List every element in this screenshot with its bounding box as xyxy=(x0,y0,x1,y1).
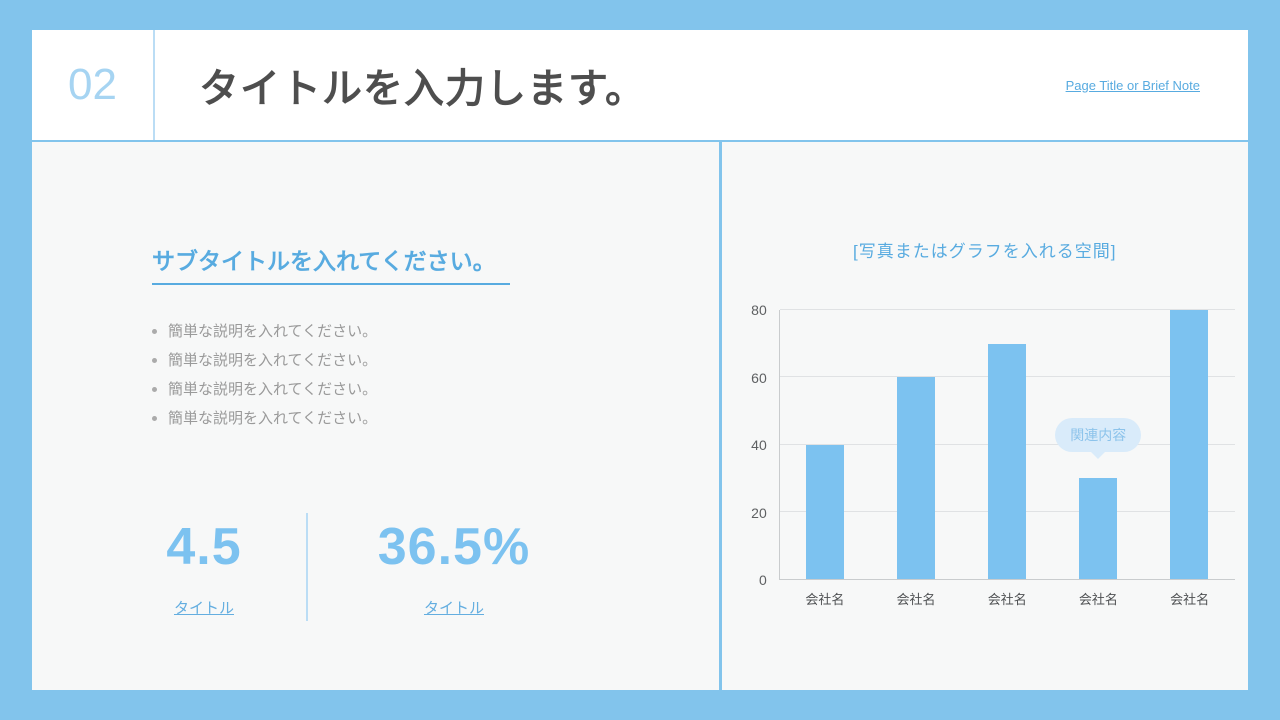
bullet-dot-icon xyxy=(152,387,157,392)
bar[interactable] xyxy=(897,377,936,579)
bar[interactable] xyxy=(806,444,845,579)
header-divider xyxy=(153,30,155,140)
y-axis-tick: 40 xyxy=(751,437,767,453)
bar-chart: 0 20 40 60 80 関連内容 会社名 会社名 会社名 会社名 会社名 xyxy=(735,302,1235,608)
x-axis-tick: 会社名 xyxy=(1078,592,1118,607)
bullet-dot-icon xyxy=(152,329,157,334)
x-axis-tick: 会社名 xyxy=(896,592,936,607)
bar-column xyxy=(1170,310,1209,579)
page-title: タイトルを入力します。 xyxy=(199,67,646,111)
left-panel: サブタイトルを入れてください。 簡単な説明を入れてください。 簡単な説明を入れて… xyxy=(32,142,719,690)
content: サブタイトルを入れてください。 簡単な説明を入れてください。 簡単な説明を入れて… xyxy=(32,142,1248,690)
y-axis-tick: 20 xyxy=(751,504,767,521)
page-note-link[interactable]: Page Title or Brief Note xyxy=(1065,77,1200,93)
y-axis: 0 20 40 60 80 xyxy=(735,302,779,588)
subtitle: サブタイトルを入れてください。 xyxy=(152,242,510,285)
right-panel: [写真またはグラフを入れる空間] 0 20 40 60 80 関連内容 会社名 会社名 会社… xyxy=(721,142,1248,690)
bullet-item: 簡単な説明を入れてください。 xyxy=(152,346,679,375)
stats-row: 4.5 タイトル 36.5% タイトル xyxy=(152,513,679,621)
y-axis-tick: 0 xyxy=(758,572,767,588)
bullet-dot-icon xyxy=(152,358,157,363)
stat-value: 36.5% xyxy=(377,517,531,576)
chart-annotation: 関連内容 xyxy=(1055,418,1142,453)
bullet-item: 簡単な説明を入れてください。 xyxy=(152,375,679,404)
slide-number: 02 xyxy=(68,60,117,109)
chart-caption: [写真またはグラフを入れる空間] xyxy=(853,242,1117,261)
y-axis-tick: 80 xyxy=(751,302,767,318)
gridline xyxy=(779,309,1235,310)
bar-column xyxy=(988,310,1027,579)
bullet-item: 簡単な説明を入れてください。 xyxy=(152,317,679,346)
x-axis-tick: 会社名 xyxy=(1170,592,1210,607)
plot-area: 関連内容 xyxy=(778,309,1235,580)
bullet-item: 簡単な説明を入れてください。 xyxy=(152,404,679,433)
bullet-text: 簡単な説明を入れてください。 xyxy=(168,381,378,398)
header: 02 タイトルを入力します。 Page Title or Brief Note xyxy=(32,30,1248,140)
bullet-dot-icon xyxy=(152,416,157,421)
stat-block: 36.5% タイトル xyxy=(356,517,552,618)
stat-block: 4.5 タイトル xyxy=(152,517,256,618)
stat-label-link[interactable]: タイトル xyxy=(423,599,484,617)
bar[interactable] xyxy=(1079,478,1118,579)
stat-value: 4.5 xyxy=(166,517,242,576)
bullet-text: 簡単な説明を入れてください。 xyxy=(168,323,378,340)
x-axis-tick: 会社名 xyxy=(805,592,845,607)
stat-divider xyxy=(306,513,308,621)
bar-column: 関連内容 xyxy=(1055,310,1142,579)
bullet-text: 簡単な説明を入れてください。 xyxy=(168,410,378,427)
stat-label-link[interactable]: タイトル xyxy=(173,599,234,617)
y-axis-tick: 60 xyxy=(751,369,767,386)
plot-wrap: 関連内容 会社名 会社名 会社名 会社名 会社名 xyxy=(778,309,1235,608)
bullet-list: 簡単な説明を入れてください。 簡単な説明を入れてください。 簡単な説明を入れてく… xyxy=(152,317,679,433)
bullet-text: 簡単な説明を入れてください。 xyxy=(168,352,378,369)
bar-column xyxy=(806,310,845,579)
bar[interactable] xyxy=(988,343,1027,579)
bar[interactable] xyxy=(1170,310,1209,579)
x-axis-tick: 会社名 xyxy=(987,592,1027,607)
x-axis: 会社名 会社名 会社名 会社名 会社名 xyxy=(779,589,1235,608)
bar-column xyxy=(897,310,936,579)
